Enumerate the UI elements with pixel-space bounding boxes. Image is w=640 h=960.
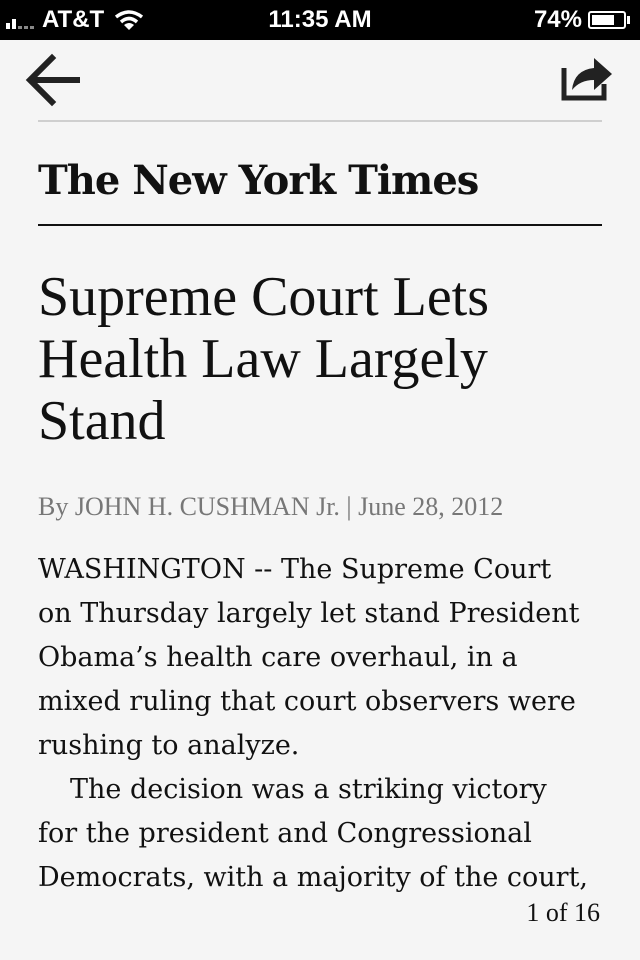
status-time: 11:35 AM (268, 6, 372, 33)
battery-nub (627, 16, 630, 24)
carrier-name: AT&T (42, 6, 105, 33)
body-line: on Thursday largely let stand President (38, 598, 580, 629)
status-left: AT&T (6, 6, 144, 34)
masthead-divider (38, 224, 602, 226)
battery-percent: 74% (533, 6, 582, 33)
body-line: Democrats, with a majority of the court, (38, 862, 589, 893)
body-line: mixed ruling that court observers were (38, 686, 576, 717)
body-line: The decision was a striking victory (70, 774, 547, 805)
body-line: WASHINGTON -- The Supreme Court (38, 554, 552, 585)
body-line: rushing to analyze. (38, 730, 300, 761)
masthead-logo: The New York Times (38, 157, 479, 204)
share-icon (561, 58, 612, 101)
nav-divider (38, 120, 602, 122)
battery-icon (588, 11, 626, 29)
status-right: 74% (534, 6, 630, 34)
wifi-icon (115, 10, 144, 30)
share-button[interactable] (558, 50, 614, 104)
back-arrow-icon (25, 53, 80, 107)
body-line: for the president and Congressional (38, 818, 532, 849)
article-body: WASHINGTON -- The Supreme Court on Thurs… (38, 548, 608, 900)
back-button[interactable] (22, 52, 84, 108)
article-headline: Supreme Court Lets Health Law Largely St… (38, 266, 490, 452)
page-indicator: 1 of 16 (526, 898, 600, 927)
status-bar: AT&T 11:35 AM 74% (0, 0, 640, 40)
article-byline: By JOHN H. CUSHMAN Jr. | June 28, 2012 (38, 492, 504, 521)
body-line: Obama’s health care overhaul, in a (38, 642, 518, 673)
signal-strength-icon (6, 11, 36, 29)
